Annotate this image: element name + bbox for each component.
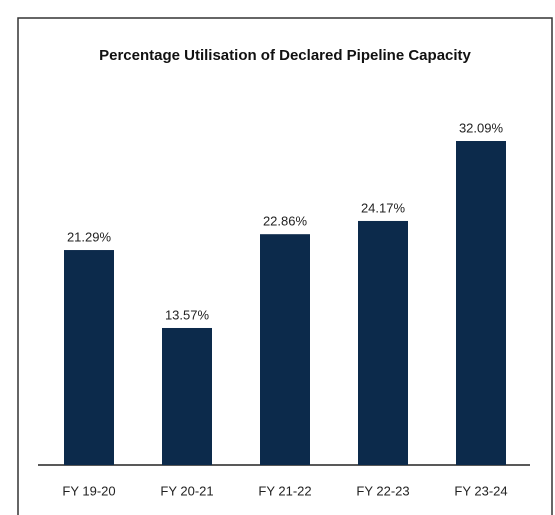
chart-title: Percentage Utilisation of Declared Pipel… xyxy=(99,47,471,64)
x-tick-label: FY 19-20 xyxy=(62,483,115,498)
x-tick-label: FY 21-22 xyxy=(258,483,311,498)
value-label: 13.57% xyxy=(165,307,210,322)
x-tick-label: FY 22-23 xyxy=(356,483,409,498)
bar xyxy=(456,141,506,465)
value-label: 24.17% xyxy=(361,200,406,215)
x-tick-label: FY 20-21 xyxy=(160,483,213,498)
bar xyxy=(358,220,408,465)
value-label: 32.09% xyxy=(459,120,504,135)
value-label: 21.29% xyxy=(67,229,112,244)
chart-frame xyxy=(17,17,553,515)
value-label: 22.86% xyxy=(263,214,308,229)
bar xyxy=(64,250,114,465)
x-tick-label: FY 23-24 xyxy=(454,483,507,498)
bar xyxy=(162,327,212,465)
bar xyxy=(260,234,310,465)
